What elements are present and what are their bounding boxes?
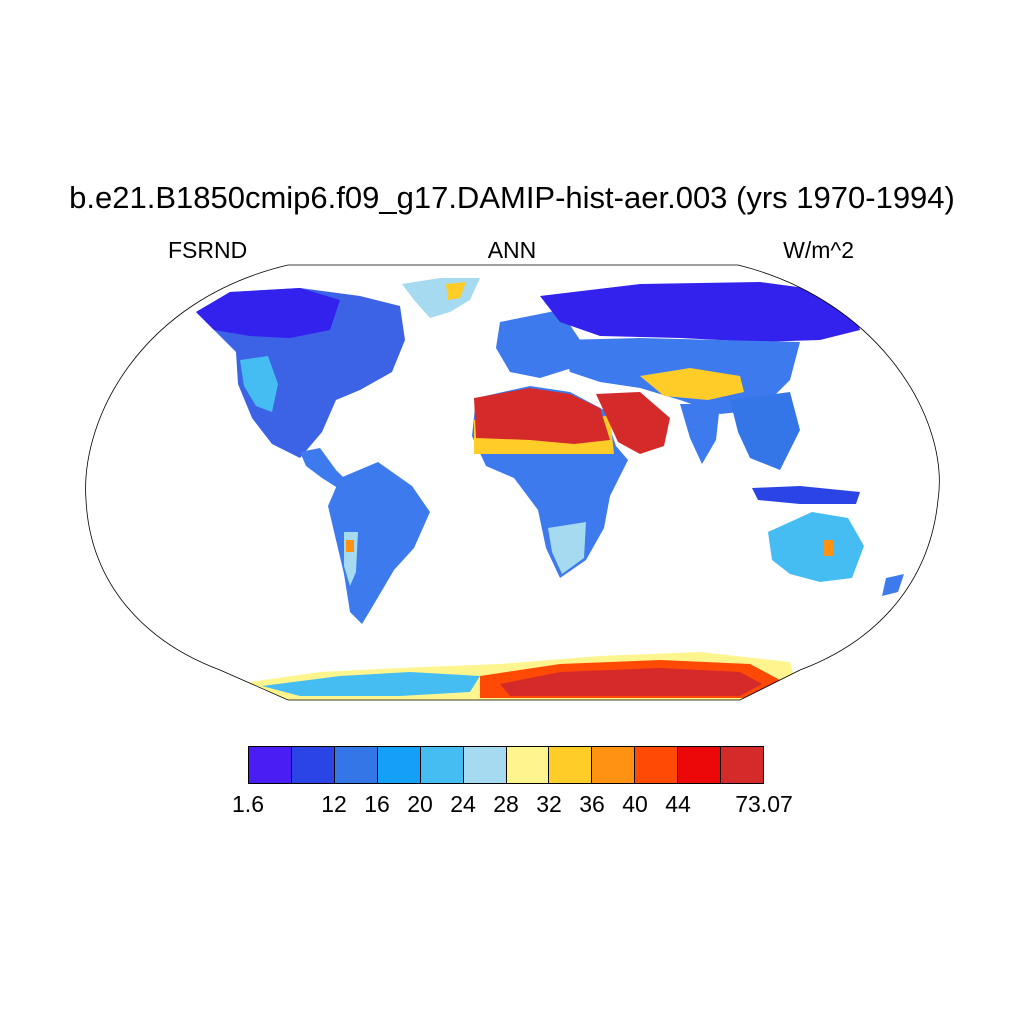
colorbar-label: 1.6 <box>232 791 264 817</box>
southeast-asia <box>730 392 800 470</box>
colorbar-swatch-12 <box>721 747 764 783</box>
greenland <box>402 278 480 318</box>
colorbar-label: 20 <box>407 791 433 817</box>
antarctica-west <box>262 672 480 696</box>
europe <box>496 310 580 378</box>
indonesia <box>752 486 860 504</box>
colorbar-label: 12 <box>321 791 347 817</box>
colorbar-swatch-1 <box>249 747 292 783</box>
new-zealand <box>882 574 904 596</box>
central-asia-deserts <box>640 368 744 400</box>
colorbar-swatch-10 <box>635 747 679 783</box>
colorbar-label: 32 <box>536 791 562 817</box>
colorbar-swatch-4 <box>377 747 421 783</box>
colorbar-label: 40 <box>622 791 648 817</box>
colorbar-swatch-6 <box>463 747 507 783</box>
siberia <box>540 282 860 342</box>
colorbar-label: 44 <box>665 791 691 817</box>
sahara <box>474 388 610 444</box>
southern-africa <box>548 522 586 574</box>
colorbar-label: 28 <box>493 791 519 817</box>
colorbar-swatch-5 <box>420 747 464 783</box>
colorbar-label: 73.07 <box>735 791 793 817</box>
colorbar <box>248 746 764 784</box>
colorbar-label: 16 <box>364 791 390 817</box>
colorbar-labels: 1.6 12 16 20 24 28 32 36 40 44 73.07 <box>0 790 1024 820</box>
colorbar-swatch-7 <box>506 747 550 783</box>
antarctica-east <box>500 668 762 696</box>
greenland-high <box>446 282 466 300</box>
colorbar-swatch-11 <box>678 747 722 783</box>
units-label: W/m^2 <box>783 237 854 263</box>
colorbar-swatch-3 <box>334 747 378 783</box>
map-boundary <box>85 264 940 701</box>
season-label: ANN <box>487 237 537 263</box>
colorbar-label: 24 <box>450 791 476 817</box>
south-america <box>328 462 430 624</box>
india <box>680 404 720 464</box>
north-america-west <box>240 356 278 412</box>
north-america-north <box>196 288 340 338</box>
australia <box>768 512 864 582</box>
south-america-altiplano <box>346 540 354 552</box>
colorbar-swatch-9 <box>592 747 636 783</box>
australia-hotspot <box>824 540 834 556</box>
colorbar-swatch-2 <box>291 747 335 783</box>
colorbar-label: 36 <box>579 791 605 817</box>
plot-title: b.e21.B1850cmip6.f09_g17.DAMIP-hist-aer.… <box>69 180 955 215</box>
variable-label: FSRND <box>168 237 248 263</box>
colorbar-swatch-8 <box>549 747 593 783</box>
arabia <box>596 392 670 454</box>
